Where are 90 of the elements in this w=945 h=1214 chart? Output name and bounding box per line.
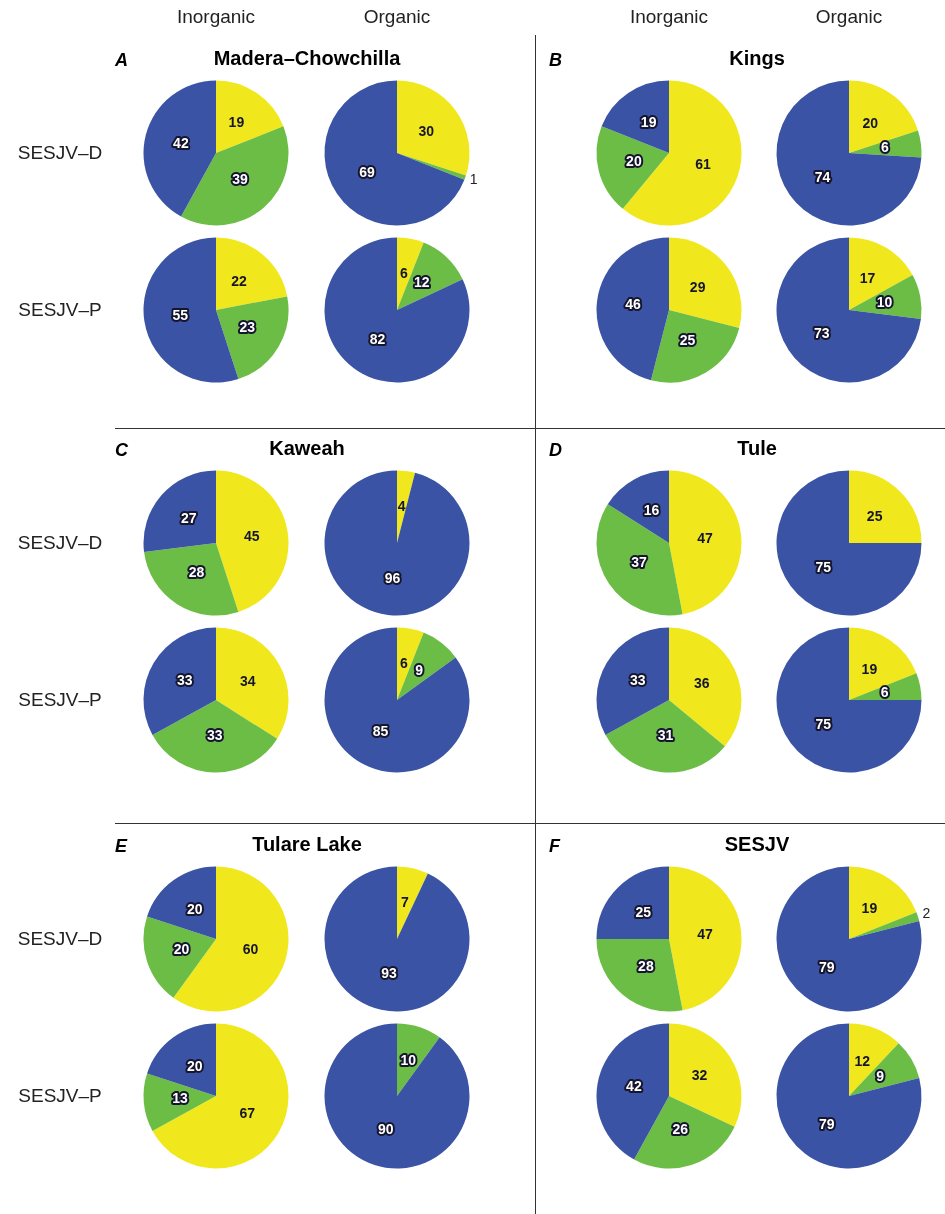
data-label: 27 xyxy=(181,509,197,526)
data-label: 96 xyxy=(384,569,401,586)
data-label: 37 xyxy=(631,554,648,571)
text: SESJV–D xyxy=(17,928,103,950)
data-label: 93 xyxy=(381,965,398,982)
data-label: 4 xyxy=(397,497,406,514)
data-label: 13 xyxy=(172,1090,188,1107)
data-label: 36 xyxy=(694,675,710,692)
data-label: 10 xyxy=(400,1052,417,1069)
chart-subtitle: C xyxy=(115,440,128,461)
chart-subtitle: A xyxy=(115,50,128,71)
data-label: 30 xyxy=(418,122,435,139)
data-label: 67 xyxy=(239,1105,256,1122)
data-label: 79 xyxy=(818,958,835,975)
chart-subtitle: E xyxy=(115,836,128,857)
data-label: 33 xyxy=(207,727,223,744)
data-label: 19 xyxy=(640,113,657,130)
data-label: 12 xyxy=(414,274,430,291)
data-label: 28 xyxy=(188,564,205,581)
chart-title: Tule xyxy=(737,437,777,460)
data-label: 32 xyxy=(691,1067,708,1084)
data-label: 75 xyxy=(815,559,832,576)
data-label: 55 xyxy=(172,306,189,323)
data-label: 25 xyxy=(635,904,652,921)
data-label: 73 xyxy=(814,324,830,341)
data-label: 19 xyxy=(861,660,878,677)
data-label: 19 xyxy=(861,899,878,916)
chart-title: Kaweah xyxy=(269,437,345,460)
chart-title: Kings xyxy=(729,47,785,70)
data-label: 28 xyxy=(638,957,654,974)
data-label: 31 xyxy=(657,726,674,743)
data-label: 12 xyxy=(854,1053,871,1070)
chart-title: Tulare Lake xyxy=(252,833,362,856)
data-label: 33 xyxy=(177,672,193,689)
data-label: 6 xyxy=(399,265,408,282)
data-label: 2 xyxy=(922,904,931,921)
chart-subtitle: F xyxy=(549,836,560,857)
text: Organic xyxy=(815,6,883,28)
text: Inorganic xyxy=(176,6,256,28)
data-label: 20 xyxy=(186,1057,203,1074)
text: Inorganic xyxy=(629,6,709,28)
chart-title: Madera–Chowchilla xyxy=(213,47,401,70)
data-label: 25 xyxy=(679,332,696,349)
data-label: 75 xyxy=(815,716,832,733)
data-label: 6 xyxy=(880,684,889,701)
data-label: 10 xyxy=(876,294,893,311)
data-label: 74 xyxy=(814,168,831,185)
text: SESJV–D xyxy=(17,532,103,554)
data-label: 42 xyxy=(626,1077,642,1094)
data-label: 20 xyxy=(862,114,879,131)
data-label: 9 xyxy=(415,662,424,679)
data-label: 20 xyxy=(173,941,190,958)
data-label: 82 xyxy=(369,331,386,348)
text: SESJV–D xyxy=(17,142,103,164)
data-label: 46 xyxy=(625,296,642,313)
data-label: 47 xyxy=(697,926,714,943)
data-label: 22 xyxy=(231,272,248,289)
data-label: 60 xyxy=(242,941,259,958)
data-label: 17 xyxy=(859,269,876,286)
data-label: 29 xyxy=(689,278,706,295)
data-label: 9 xyxy=(876,1068,885,1085)
data-label: 25 xyxy=(866,508,883,525)
text: SESJV–P xyxy=(18,299,102,321)
chart-title: SESJV xyxy=(724,833,790,856)
data-label: 61 xyxy=(695,156,712,173)
data-label: 90 xyxy=(378,1121,394,1138)
chart-subtitle: D xyxy=(549,440,562,461)
data-label: 6 xyxy=(881,139,890,156)
text: Organic xyxy=(363,6,431,28)
data-label: 85 xyxy=(372,723,389,740)
data-label: 33 xyxy=(630,672,646,689)
text: SESJV–P xyxy=(18,1085,102,1107)
data-label: 23 xyxy=(239,319,256,336)
data-label: 19 xyxy=(228,113,245,130)
data-label: 6 xyxy=(399,655,408,672)
data-label: 45 xyxy=(244,528,260,545)
data-label: 20 xyxy=(186,900,203,917)
data-label: 1 xyxy=(469,171,478,188)
data-label: 39 xyxy=(232,171,248,188)
data-label: 26 xyxy=(672,1121,689,1138)
data-label: 16 xyxy=(643,502,660,519)
data-label: 7 xyxy=(401,894,410,911)
data-label: 47 xyxy=(697,530,714,547)
data-label: 34 xyxy=(239,673,256,690)
text: SESJV–P xyxy=(18,689,102,711)
chart-subtitle: B xyxy=(549,50,562,71)
data-label: 20 xyxy=(626,152,642,169)
data-label: 79 xyxy=(818,1115,835,1132)
data-label: 42 xyxy=(173,134,189,151)
data-label: 69 xyxy=(359,164,376,181)
